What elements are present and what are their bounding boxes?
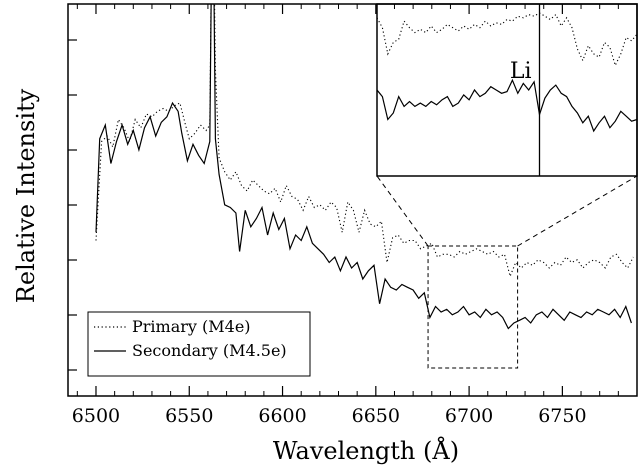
zoom-connector-right xyxy=(518,176,637,246)
x-tick-label: 6650 xyxy=(352,405,400,427)
legend: Primary (M4e) Secondary (M4.5e) xyxy=(88,312,310,376)
inset-panel: Li xyxy=(377,4,637,176)
legend-label-primary: Primary (M4e) xyxy=(132,317,251,336)
li-label: Li xyxy=(510,59,532,84)
x-tick-label: 6600 xyxy=(258,405,306,427)
legend-label-secondary: Secondary (M4.5e) xyxy=(132,341,287,360)
zoom-box xyxy=(428,246,518,368)
x-tick-label: 6750 xyxy=(538,405,586,427)
x-tick-label: 6500 xyxy=(72,405,120,427)
zoom-layer xyxy=(377,176,637,368)
x-axis-title: Wavelength (Å) xyxy=(273,436,459,465)
y-axis-title: Relative Intensity xyxy=(12,88,40,303)
x-tick-label: 6550 xyxy=(165,405,213,427)
zoom-connector-left xyxy=(377,176,428,246)
x-tick-label: 6700 xyxy=(445,405,493,427)
inset-frame xyxy=(377,4,637,176)
